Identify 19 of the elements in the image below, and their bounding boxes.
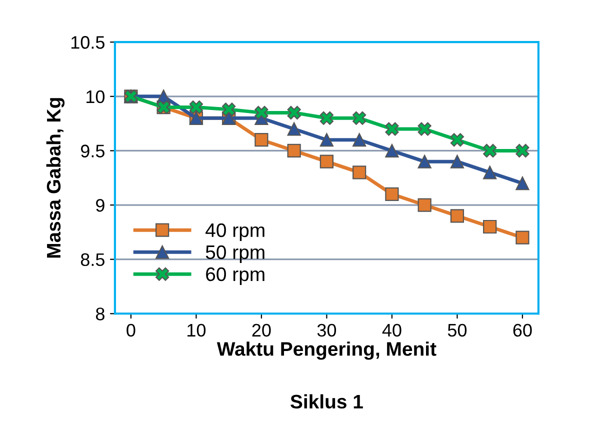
y-tick-label: 8.5	[80, 253, 104, 266]
text: Siklus 1	[290, 394, 363, 409]
x-axis-title: Waktu Pengering, Menit	[216, 342, 436, 360]
legend-label: 40 rpm	[206, 223, 264, 241]
x-tick-label: 30	[317, 324, 336, 337]
y-axis-title: Massa Gabah, Kg	[46, 98, 65, 258]
y-tick-label: 10	[86, 90, 105, 104]
x-tick-label: 60	[513, 324, 532, 337]
y-tick-label: 8	[96, 308, 104, 320]
x-tick-label: 20	[252, 324, 271, 337]
x-tick-label: 50	[448, 324, 467, 337]
y-tick-label: 9.5	[80, 144, 104, 158]
x-tick-label: 0	[126, 324, 136, 337]
x-tick-label: 10	[188, 324, 206, 337]
legend-label: 50 rpm	[206, 245, 264, 263]
x-tick-label: 40	[382, 324, 402, 337]
y-tick-label: 9	[96, 198, 104, 212]
legend-label: 60 rpm	[206, 267, 264, 285]
y-tick-label: 10.5	[71, 36, 104, 49]
